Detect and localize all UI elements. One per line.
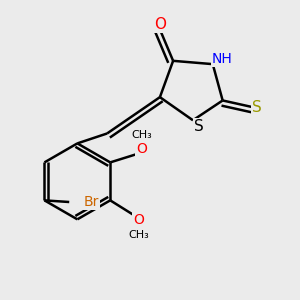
Text: NH: NH xyxy=(212,52,233,66)
Text: Br: Br xyxy=(84,195,99,209)
Text: S: S xyxy=(194,119,204,134)
Text: O: O xyxy=(133,213,144,227)
Text: O: O xyxy=(136,142,147,156)
Text: CH₃: CH₃ xyxy=(131,130,152,140)
Text: CH₃: CH₃ xyxy=(128,230,149,240)
Text: S: S xyxy=(253,100,262,115)
Text: O: O xyxy=(154,17,166,32)
